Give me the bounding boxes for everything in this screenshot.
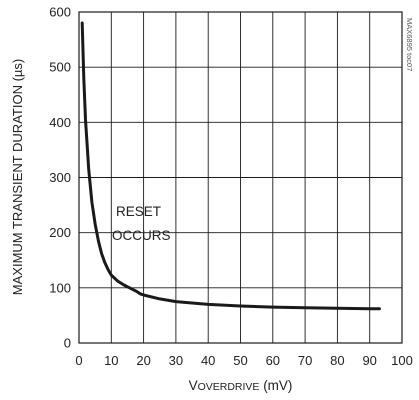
x-tick-label: 0 [75, 353, 82, 368]
plot-frame [78, 11, 403, 344]
x-tick-label: 100 [391, 353, 413, 368]
annotation-line-2: OCCURS [112, 228, 171, 243]
y-tick-label: 0 [64, 336, 71, 351]
x-tick-label: 70 [298, 353, 312, 368]
x-tick-label: 60 [266, 353, 280, 368]
x-tick-label: 30 [169, 353, 183, 368]
annotation-line-1: RESET [116, 204, 161, 219]
series-line [80, 21, 381, 311]
y-tick-label: 500 [49, 60, 71, 75]
y-axis-title: MAXIMUM TRANSIENT DURATION (µs) [10, 59, 25, 295]
x-axis-title: VOVERDRIVE (mV) [189, 378, 293, 393]
x-tick-label: 80 [330, 353, 344, 368]
y-tick-label: 200 [49, 225, 71, 240]
y-tick-label: 300 [49, 170, 71, 185]
x-tick-label: 90 [362, 353, 376, 368]
x-axis-title-subscript: OVERDRIVE [198, 381, 260, 393]
ticks: 0 10 20 30 40 50 60 70 80 90 100 0 100 200 300 400 500 60… [49, 5, 413, 369]
x-tick-label: 10 [104, 353, 118, 368]
y-tick-label: 600 [49, 5, 71, 20]
series [80, 21, 381, 311]
grid [79, 12, 402, 343]
x-axis-title-v: V [189, 378, 198, 393]
x-tick-label: 20 [136, 353, 150, 368]
x-tick-label: 40 [201, 353, 215, 368]
y-tick-label: 400 [49, 115, 71, 130]
x-axis-title-unit: (mV) [259, 378, 292, 393]
x-tick-label: 50 [233, 353, 247, 368]
watermark: MAX6895 toc07 [405, 18, 414, 71]
y-tick-label: 100 [49, 280, 71, 295]
